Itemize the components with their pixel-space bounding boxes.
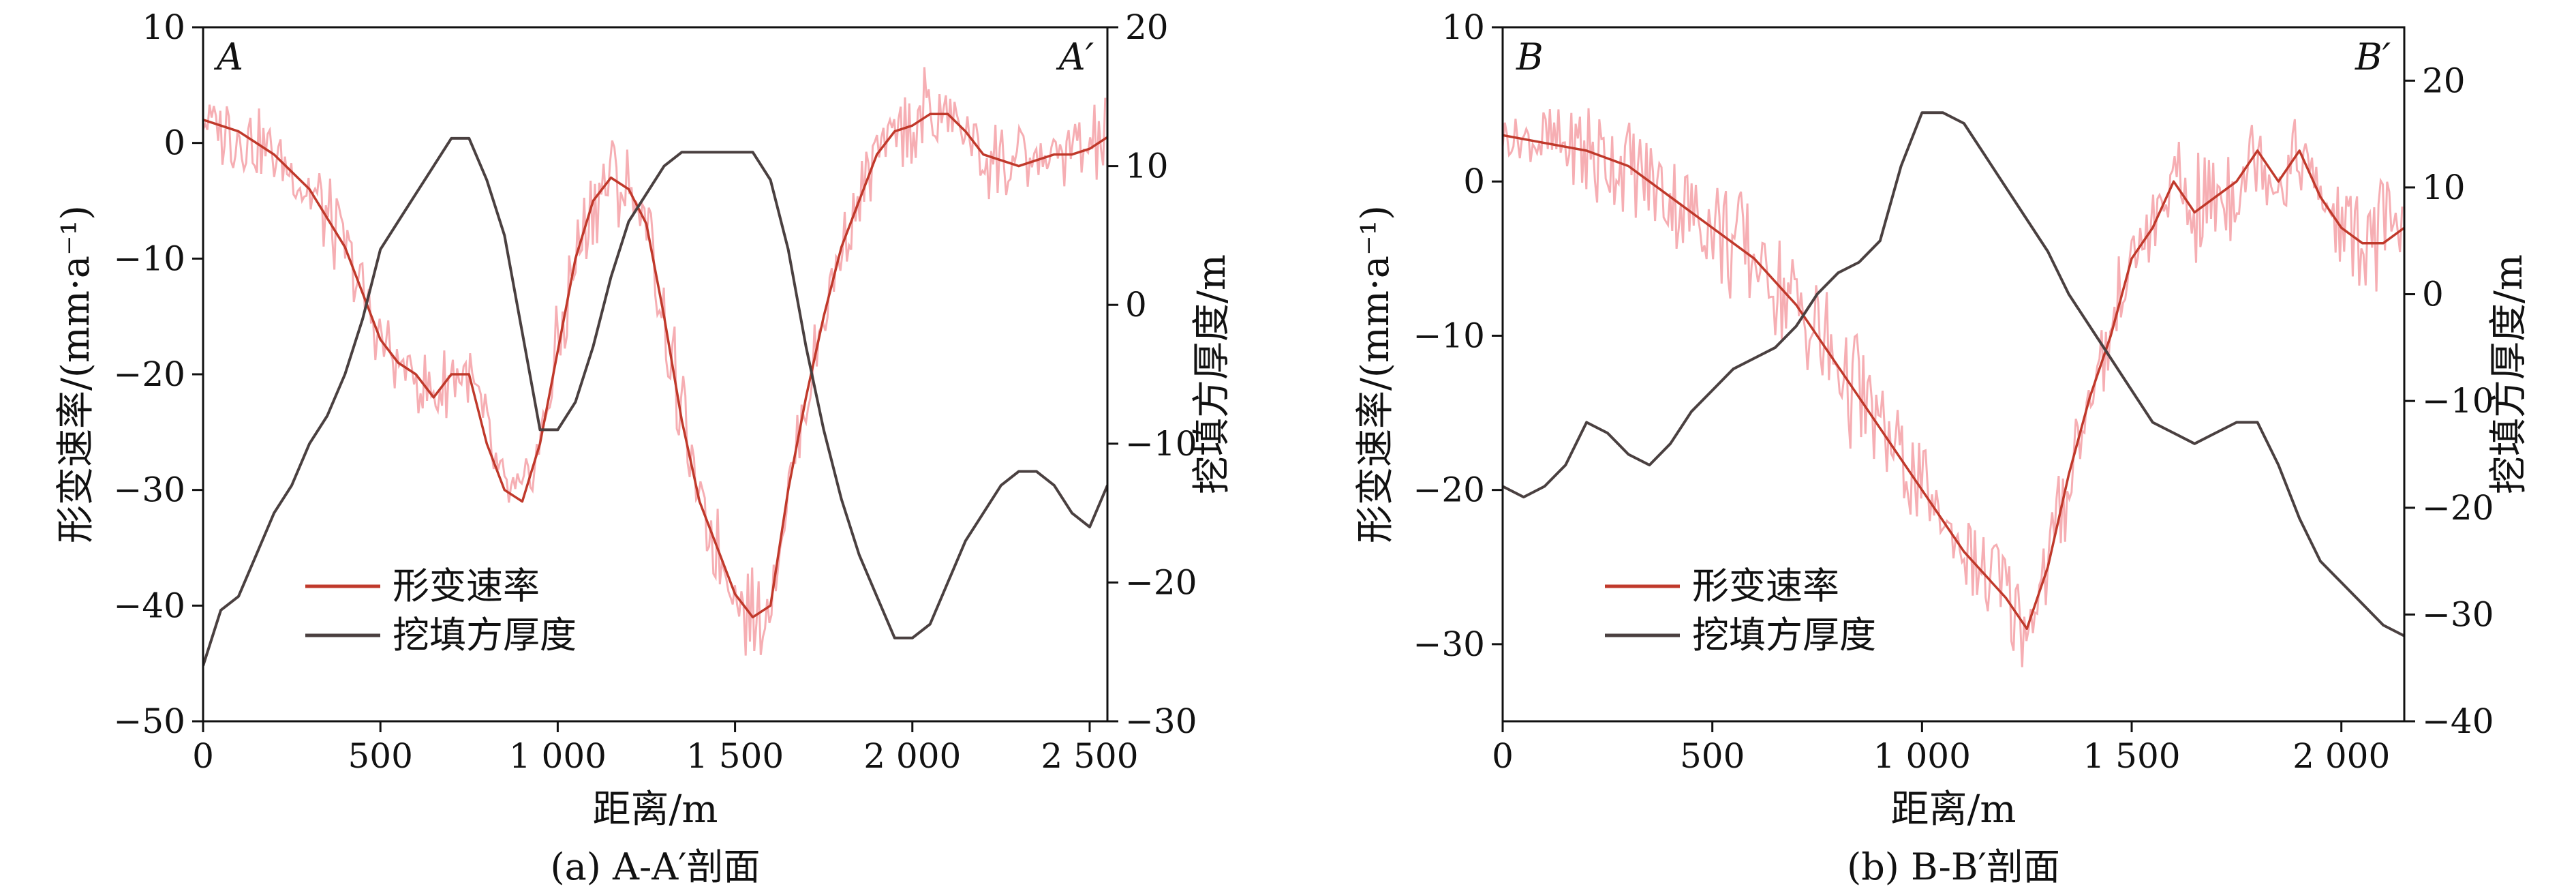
deformation-rate-line [203,112,1107,619]
y-right-tick-label: −20 [2422,488,2494,528]
x-tick-label: 1 000 [1873,736,1971,776]
x-axis-title: 距离/m [1891,787,2017,832]
panel-caption: (b) B-B′剖面 [1847,845,2060,888]
legend-label-deformation: 形变速率 [1692,564,1839,607]
y-right-tick-label: −40 [2422,702,2494,741]
x-axis-title: 距离/m [593,787,718,832]
plot-frame [202,26,1109,723]
fill-thickness-line [203,136,1107,667]
y-right-tick-label: 10 [2422,168,2466,207]
y-tick-label: 0 [1463,162,1485,201]
legend-label-deformation: 形变速率 [393,564,540,607]
x-tick-label: 0 [1492,736,1514,776]
x-tick-label: 1 500 [2083,736,2180,776]
y-tick-label: 0 [164,123,185,163]
y-right-tick-label: −20 [1125,562,1197,602]
fill-thickness-line [1503,111,2404,637]
deformation-rate-line [1503,134,2404,631]
plot-frame [1501,26,2406,723]
corner-label-right: B′ [2355,35,2391,78]
y-tick-label: −10 [113,239,185,278]
y-right-axis-title: 挖填方厚度/m [1190,254,1234,494]
panel-b: 0 500 1 000 1 500 2 000 10 0 −10 −20 −30 20 10 0 −10 −… [1353,7,2531,888]
plot-data [1503,108,2404,667]
y-right-tick-label: 20 [2422,61,2466,100]
x-tick-label: 500 [1680,736,1745,776]
x-tick-label: 1 000 [509,736,607,776]
y-right-tick-label: −30 [2422,594,2494,634]
y-axis-title: 形变速率/(mm·a⁻¹) [54,205,98,543]
y-tick-label: −20 [1413,470,1485,510]
panel-caption: (a) A-A′剖面 [551,845,761,888]
legend-label-fill: 挖填方厚度 [1692,614,1876,657]
x-tick-label: 0 [192,736,214,776]
y-tick-label: 10 [1441,7,1485,47]
y-tick-label: −30 [1413,624,1485,664]
y-right-tick-label: 10 [1125,147,1169,186]
y-right-axis-title: 挖填方厚度/m [2487,254,2531,494]
x-tick-label: 2 000 [2293,736,2390,776]
y-right-tick-label: −10 [2422,381,2494,421]
legend-label-fill: 挖填方厚度 [393,614,577,657]
y-right-tick-label: 0 [1125,285,1147,325]
plot-data [203,67,1107,667]
x-tick-label: 1 500 [686,736,784,776]
y-right-tick-label: −10 [1125,424,1197,464]
corner-label-right: A′ [1056,35,1094,78]
corner-label-left: A [213,35,243,78]
y-right-tick-label: 20 [1125,7,1169,47]
x-tick-label: 2 000 [863,736,961,776]
y-right-tick-label: 0 [2422,275,2444,314]
y-tick-label: −40 [113,586,185,625]
y-tick-label: −50 [113,702,185,741]
x-tick-label: 2 500 [1041,736,1138,776]
x-tick-label: 500 [348,736,412,776]
y-tick-label: 10 [142,7,185,47]
y-right-tick-label: −30 [1125,702,1197,741]
y-tick-label: −20 [113,355,185,394]
deformation-rate-raw-line [203,67,1107,656]
deformation-rate-raw-line [1503,108,2404,667]
y-tick-label: −30 [113,470,185,510]
corner-label-left: B [1516,35,1544,78]
y-axis-title: 形变速率/(mm·a⁻¹) [1353,205,1398,543]
panel-a: 0 500 1 000 1 500 2 000 2 500 10 0 −10 −20 −30 −40 −… [54,7,1234,888]
y-tick-label: −10 [1413,316,1485,355]
